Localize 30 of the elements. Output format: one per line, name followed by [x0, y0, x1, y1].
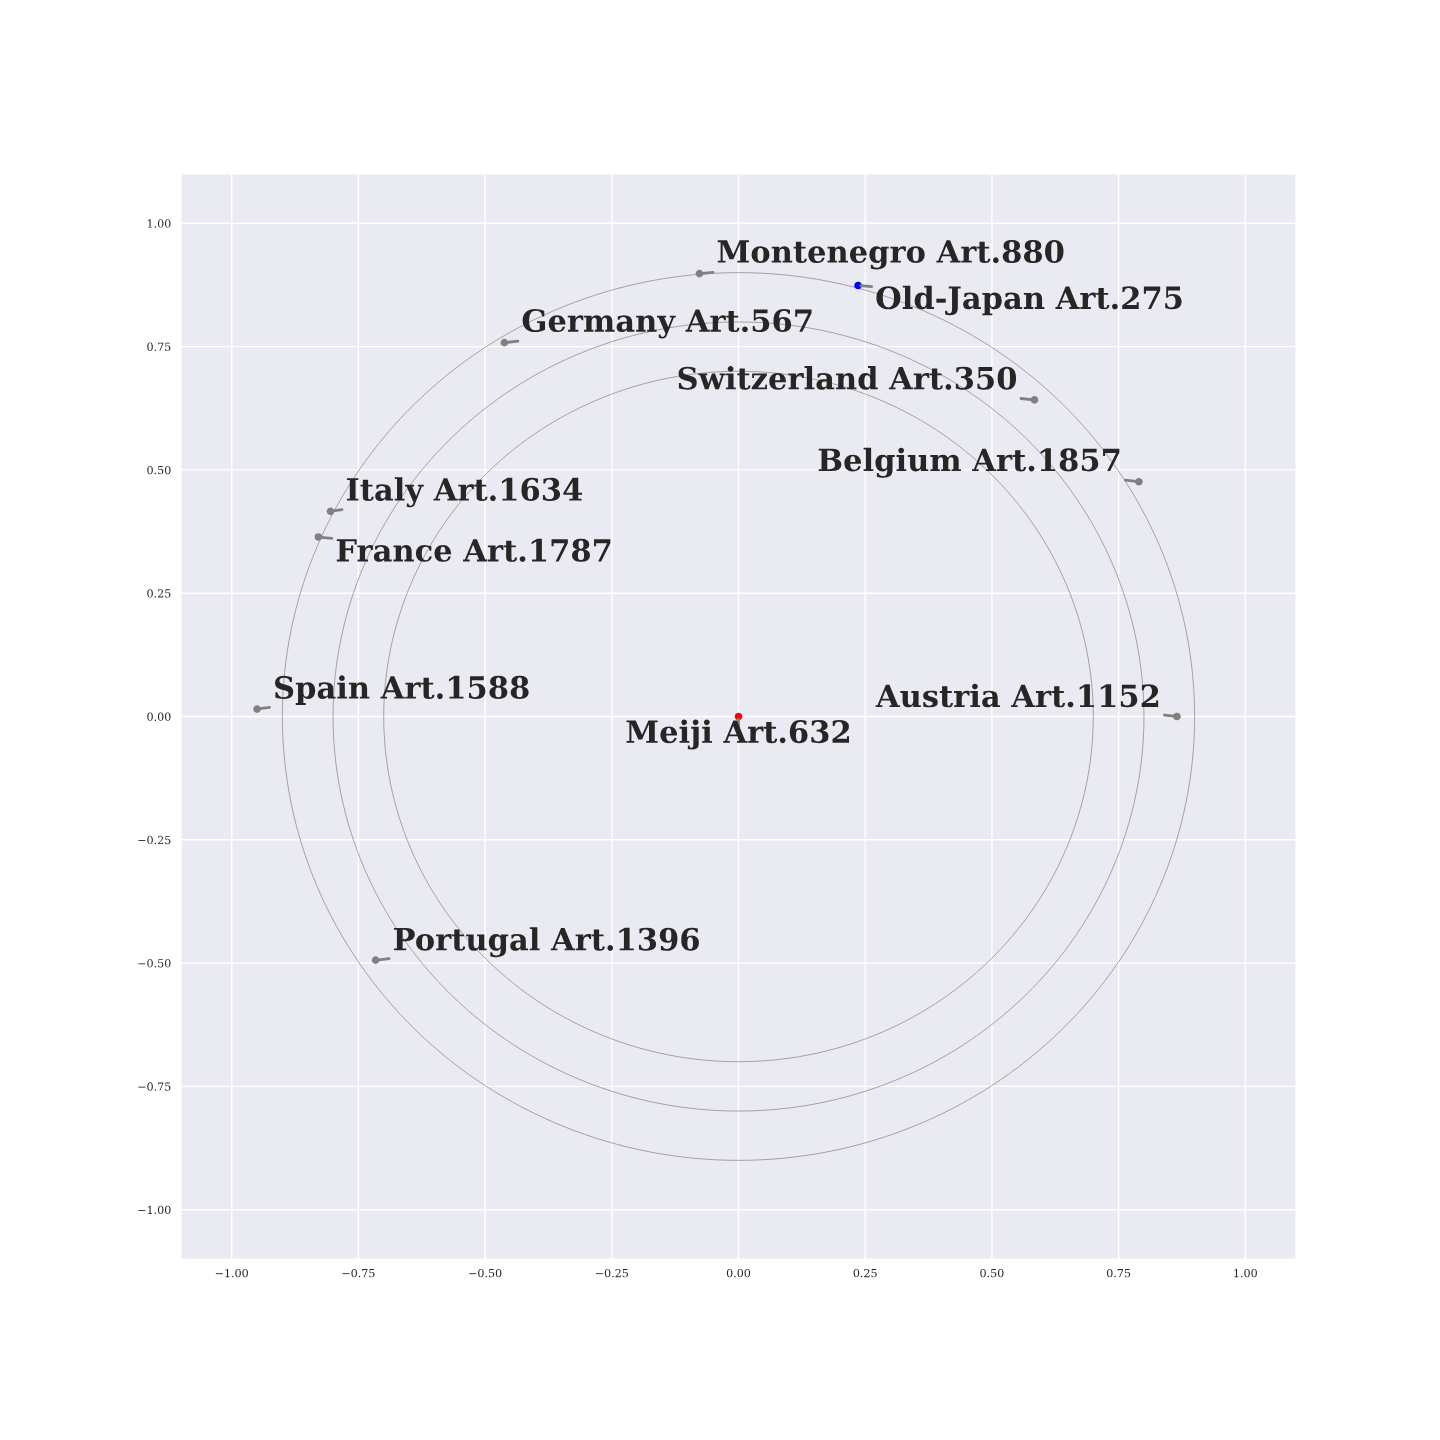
annotation: Belgium Art.1857	[818, 447, 1120, 478]
x-tick-label: 0.00	[726, 1268, 751, 1278]
x-tick-label: 0.50	[980, 1268, 1004, 1278]
x-tick-label: 0.25	[853, 1268, 877, 1278]
y-tick-label: −0.25	[138, 835, 171, 845]
annotation: Austria Art.1152	[875, 683, 1159, 708]
annotation: Old-Japan Art.275	[876, 285, 1182, 316]
annotation: France Art.1787	[336, 538, 611, 562]
y-tick-label: −1.00	[138, 1205, 171, 1215]
x-tick-label: 1.00	[1234, 1268, 1257, 1278]
annotation: Switzerland Art.350	[678, 366, 1017, 390]
x-tick-label: −0.50	[469, 1268, 502, 1278]
y-tick-label: −0.50	[138, 959, 171, 968]
y-tick-label: 0.75	[147, 342, 171, 351]
annotation: Germany Art.567	[522, 308, 812, 339]
annotation: Montenegro Art.880	[717, 239, 1064, 270]
y-tick-label: 0.50	[147, 465, 171, 475]
x-tick-label: −0.75	[342, 1268, 375, 1278]
annotation: Meiji Art.632	[626, 719, 850, 750]
y-tick-label: 0.25	[147, 589, 171, 598]
y-tick-label: 0.00	[147, 712, 171, 721]
x-tick-label: −0.25	[595, 1268, 628, 1278]
y-tick-label: 1.00	[147, 219, 171, 228]
x-tick-label: 0.75	[1106, 1268, 1131, 1278]
annotation: Italy Art.1634	[346, 477, 583, 508]
annotation: Portugal Art.1396	[394, 927, 699, 958]
point	[253, 705, 261, 713]
y-tick-label: −0.75	[138, 1082, 171, 1091]
x-tick-label: −1.00	[215, 1268, 248, 1278]
annotation: Spain Art.1588	[275, 675, 529, 705]
